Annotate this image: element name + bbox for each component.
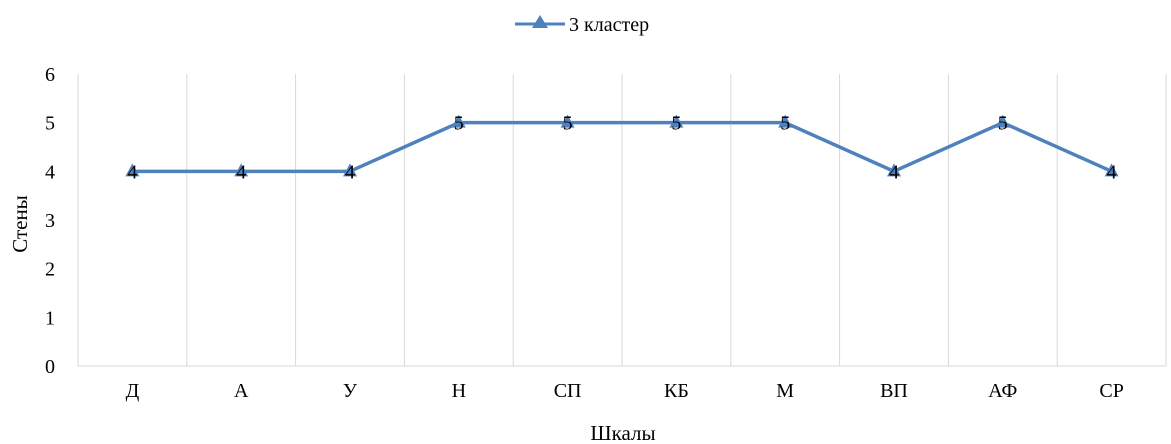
series-group: 4 4 4 5 5 5 5 4 5 4 (125, 113, 1119, 183)
data-point-marker (778, 114, 793, 128)
y-axis-title: Стены (8, 195, 32, 253)
data-label: 4 (127, 161, 137, 183)
x-tick-label: М (776, 380, 794, 402)
x-tick-label: АФ (988, 380, 1017, 402)
data-point-marker (234, 163, 249, 177)
data-label: 4 (1107, 161, 1117, 183)
data-label: 4 (345, 161, 355, 183)
data-point-marker (560, 114, 575, 128)
y-axis-ticks: 0 1 2 3 4 5 6 (45, 64, 55, 378)
data-label: 4 (889, 161, 899, 183)
x-tick-label: СР (1099, 380, 1123, 402)
y-tick-label: 2 (45, 259, 55, 281)
y-tick-label: 4 (45, 161, 55, 183)
data-label: 5 (454, 113, 464, 135)
data-label: 5 (998, 113, 1008, 135)
data-point-marker (125, 163, 140, 177)
data-point-marker (669, 114, 684, 128)
x-tick-label: У (343, 380, 358, 402)
data-point-marker (887, 163, 901, 177)
x-axis-title: Шкалы (590, 421, 655, 444)
data-point-marker (343, 163, 357, 177)
x-tick-label: Н (452, 380, 466, 402)
legend-triangle-marker (532, 15, 548, 28)
data-label: 5 (780, 113, 790, 135)
data-label: 4 (236, 161, 246, 183)
y-tick-label: 1 (45, 307, 55, 329)
x-tick-label: СП (554, 380, 582, 402)
y-tick-label: 0 (45, 356, 55, 378)
x-tick-label: А (234, 380, 249, 402)
legend-label: 3 кластер (569, 14, 649, 36)
data-label: 5 (563, 113, 573, 135)
series-line (132, 120, 1113, 174)
legend: 3 кластер (515, 14, 649, 36)
y-tick-label: 5 (45, 113, 55, 135)
x-axis-ticks: Д А У Н СП КБ М ВП АФ СР (126, 380, 1124, 402)
x-tick-label: Д (126, 380, 140, 402)
y-tick-label: 3 (45, 210, 55, 232)
data-point-marker (995, 114, 1010, 128)
x-tick-label: КБ (664, 380, 689, 402)
data-label: 5 (671, 113, 681, 135)
x-tick-label: ВП (880, 380, 908, 402)
data-point-marker (451, 114, 466, 128)
data-point-marker (1104, 163, 1119, 177)
y-tick-label: 6 (45, 64, 55, 86)
axes (77, 74, 1166, 367)
